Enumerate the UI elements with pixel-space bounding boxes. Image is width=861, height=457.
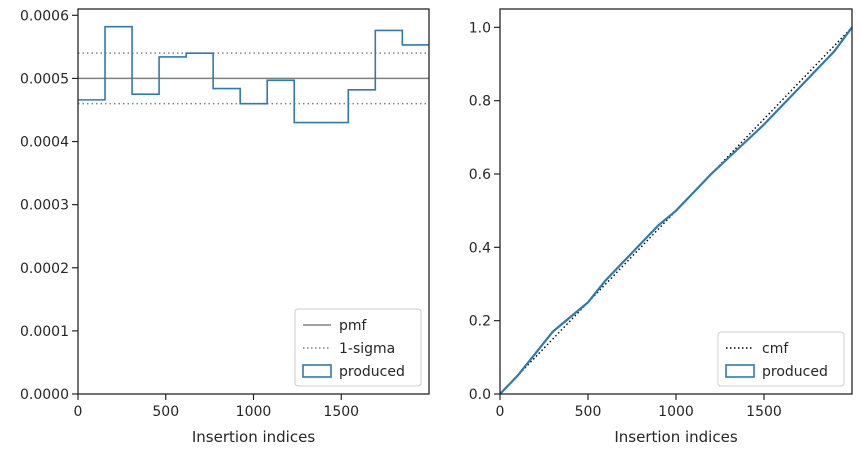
pmf-panel: 0 500 1000 1500 0.0000 0.0001 0.0002 0.0003 0.00…	[20, 8, 429, 446]
pmf-xtick-label: 1000	[236, 404, 272, 420]
pmf-xtick-label: 1500	[323, 404, 359, 420]
pmf-plot-area	[78, 27, 429, 123]
pmf-ytick-label: 0.0000	[20, 387, 69, 403]
cmf-xtick-label: 1500	[746, 404, 782, 420]
cmf-panel: 0 500 1000 1500 0.0 0.2 0.4 0.6 0.8 1.0 Insertion …	[469, 9, 852, 446]
cmf-xlabel: Insertion indices	[614, 428, 737, 446]
cmf-ytick-label: 1.0	[469, 20, 491, 36]
cmf-legend-label-produced: produced	[762, 364, 828, 380]
cmf-ytick-label: 0.2	[469, 314, 491, 330]
cmf-ytick-label: 0.0	[469, 387, 491, 403]
cmf-ytick-label: 0.4	[469, 240, 491, 256]
pmf-legend: pmf 1-sigma produced	[295, 309, 421, 386]
pmf-legend-label-1-sigma: 1-sigma	[339, 341, 395, 357]
cmf-ytick-label: 0.8	[469, 94, 491, 110]
pmf-legend-label-pmf: pmf	[339, 318, 368, 334]
pmf-ytick-label: 0.0006	[20, 8, 69, 24]
produced-histogram-step	[78, 27, 429, 123]
pmf-legend-label-produced: produced	[339, 364, 405, 380]
cmf-legend-label-cmf: cmf	[762, 341, 789, 357]
pmf-ytick-label: 0.0001	[20, 324, 69, 340]
pmf-ytick-label: 0.0003	[20, 198, 69, 214]
pmf-ytick-label: 0.0004	[20, 135, 69, 151]
cmf-legend: cmf produced	[718, 332, 844, 386]
pmf-xtick-label: 500	[152, 404, 179, 420]
pmf-ytick-label: 0.0002	[20, 261, 69, 277]
pmf-ytick-label: 0.0005	[20, 71, 69, 87]
cmf-xtick-label: 1000	[658, 404, 694, 420]
cmf-xtick-label: 0	[496, 404, 505, 420]
pmf-xlabel: Insertion indices	[192, 428, 315, 446]
cmf-ytick-label: 0.6	[469, 167, 491, 183]
cmf-xtick-label: 500	[575, 404, 602, 420]
pmf-xtick-label: 0	[74, 404, 83, 420]
